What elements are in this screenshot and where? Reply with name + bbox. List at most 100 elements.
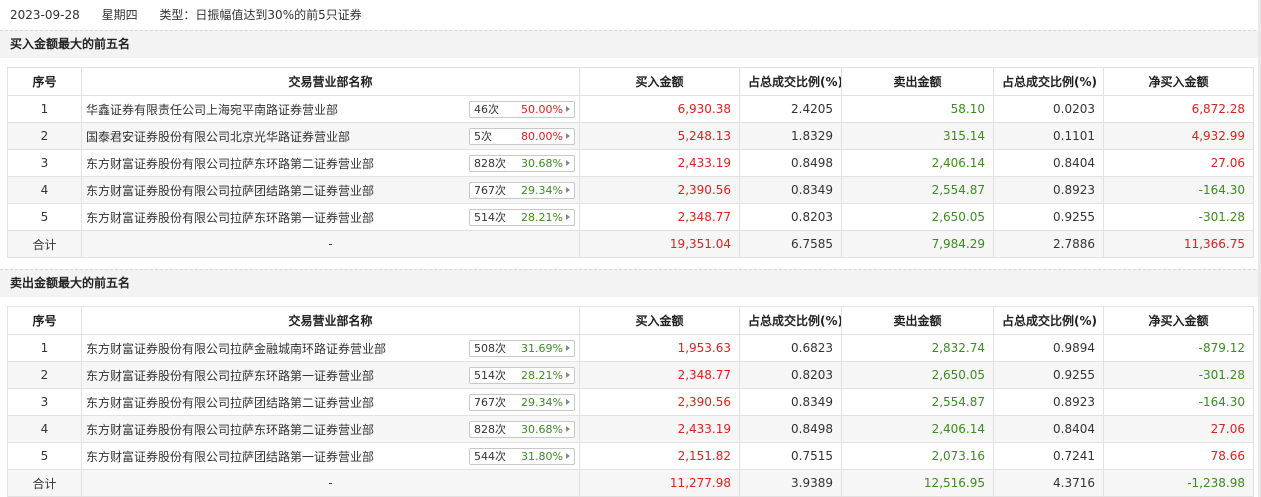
- buy-amount: 2,433.19: [579, 415, 740, 443]
- branch-name-link[interactable]: 东方财富证券股份有限公司拉萨团结路第二证券营业部: [86, 183, 375, 198]
- branch-name-link[interactable]: 东方财富证券股份有限公司拉萨东环路第一证券营业部: [86, 210, 375, 225]
- caret-right-icon: [566, 187, 570, 193]
- col-net-buy: 净买入金额: [1103, 306, 1254, 335]
- net-buy-amount: 27.06: [1103, 415, 1254, 443]
- branch-name-wrap: 东方财富证券股份有限公司拉萨东环路第二证券营业部 828次 30.68%: [86, 420, 577, 438]
- sell-ratio: 0.8923: [993, 176, 1104, 204]
- sell-amount: 2,554.87: [841, 388, 994, 416]
- branch-name-wrap: 国泰君安证券股份有限公司北京光华路证券营业部 5次 80.00%: [86, 127, 577, 145]
- win-rate: 30.68%: [521, 422, 563, 436]
- sell-top5-table: 序号 交易营业部名称 买入金额 占总成交比例(%) 卖出金额 占总成交比例(%)…: [7, 306, 1254, 497]
- col-buy-ratio: 占总成交比例(%): [739, 67, 842, 96]
- table-header-row: 序号 交易营业部名称 买入金额 占总成交比例(%) 卖出金额 占总成交比例(%)…: [7, 306, 1254, 335]
- net-buy-amount: -301.28: [1103, 203, 1254, 231]
- on-list-stats-button[interactable]: 5次 80.00%: [469, 127, 575, 145]
- buy-ratio: 0.8203: [739, 203, 842, 231]
- buy-section-title: 买入金额最大的前五名: [0, 30, 1261, 58]
- sell-ratio: 0.7241: [993, 442, 1104, 470]
- col-net-buy: 净买入金额: [1103, 67, 1254, 96]
- list-type: 类型：日振幅值达到30%的前5只证券: [159, 8, 362, 22]
- net-buy-amount: -164.30: [1103, 388, 1254, 416]
- buy-ratio: 0.8498: [739, 149, 842, 177]
- net-buy-amount: -301.28: [1103, 361, 1254, 389]
- row-index: 4: [7, 415, 82, 443]
- sell-ratio: 0.0203: [993, 95, 1104, 123]
- row-index: 3: [7, 149, 82, 177]
- branch-name-link[interactable]: 国泰君安证券股份有限公司北京光华路证券营业部: [86, 129, 351, 144]
- table-row: 2 国泰君安证券股份有限公司北京光华路证券营业部 5次 80.00% 5,248.13 1…: [7, 122, 1254, 150]
- total-buy-ratio: 6.7585: [739, 230, 842, 258]
- sell-section-title: 卖出金额最大的前五名: [0, 269, 1261, 297]
- branch-name-wrap: 东方财富证券股份有限公司拉萨团结路第二证券营业部 767次 29.34%: [86, 393, 577, 411]
- sell-amount: 2,650.05: [841, 361, 994, 389]
- sell-amount: 2,650.05: [841, 203, 994, 231]
- on-list-stats-button[interactable]: 508次 31.69%: [469, 339, 575, 357]
- row-index: 5: [7, 203, 82, 231]
- net-buy-amount: -879.12: [1103, 334, 1254, 362]
- branch-name-cell: 东方财富证券股份有限公司拉萨金融城南环路证券营业部 508次 31.69%: [81, 334, 580, 362]
- sell-amount: 2,554.87: [841, 176, 994, 204]
- on-list-stats-button[interactable]: 767次 29.34%: [469, 181, 575, 199]
- on-list-count: 5次: [474, 130, 492, 143]
- sell-amount: 315.14: [841, 122, 994, 150]
- on-list-stats-button[interactable]: 514次 28.21%: [469, 208, 575, 226]
- buy-ratio: 0.8349: [739, 388, 842, 416]
- branch-name-link[interactable]: 东方财富证券股份有限公司拉萨东环路第二证券营业部: [86, 156, 375, 171]
- on-list-count: 508次: [474, 342, 506, 355]
- on-list-stats-button[interactable]: 544次 31.80%: [469, 447, 575, 465]
- on-list-stats-button[interactable]: 46次 50.00%: [469, 100, 575, 118]
- sell-ratio: 0.9255: [993, 203, 1104, 231]
- net-buy-amount: 78.66: [1103, 442, 1254, 470]
- sell-amount: 2,406.14: [841, 415, 994, 443]
- branch-name-link[interactable]: 东方财富证券股份有限公司拉萨金融城南环路证券营业部: [86, 341, 387, 356]
- total-buy-ratio: 3.9389: [739, 469, 842, 497]
- win-rate: 31.69%: [521, 341, 563, 355]
- col-branch-name: 交易营业部名称: [81, 67, 580, 96]
- branch-name-link[interactable]: 东方财富证券股份有限公司拉萨东环路第一证券营业部: [86, 368, 375, 383]
- on-list-stats-button[interactable]: 828次 30.68%: [469, 420, 575, 438]
- win-rate: 28.21%: [521, 368, 563, 382]
- col-sell-ratio: 占总成交比例(%): [993, 306, 1104, 335]
- sell-table-body: 1 东方财富证券股份有限公司拉萨金融城南环路证券营业部 508次 31.69% 1,95…: [7, 334, 1254, 497]
- total-branch-placeholder: -: [81, 230, 580, 258]
- buy-amount: 2,348.77: [579, 361, 740, 389]
- branch-name-cell: 东方财富证券股份有限公司拉萨团结路第二证券营业部 767次 29.34%: [81, 388, 580, 416]
- sell-ratio: 0.8404: [993, 149, 1104, 177]
- on-list-stats-button[interactable]: 828次 30.68%: [469, 154, 575, 172]
- total-sell-amount: 7,984.29: [841, 230, 994, 258]
- branch-name-wrap: 东方财富证券股份有限公司拉萨金融城南环路证券营业部 508次 31.69%: [86, 339, 577, 357]
- branch-name-link[interactable]: 东方财富证券股份有限公司拉萨团结路第一证券营业部: [86, 449, 375, 464]
- table-row: 4 东方财富证券股份有限公司拉萨东环路第二证券营业部 828次 30.68% 2,433…: [7, 415, 1254, 443]
- scrollbar[interactable]: [1258, 0, 1261, 497]
- branch-name-cell: 东方财富证券股份有限公司拉萨团结路第二证券营业部 767次 29.34%: [81, 176, 580, 204]
- branch-name-link[interactable]: 东方财富证券股份有限公司拉萨东环路第二证券营业部: [86, 422, 375, 437]
- buy-amount: 6,930.38: [579, 95, 740, 123]
- total-buy-amount: 11,277.98: [579, 469, 740, 497]
- on-list-count: 828次: [474, 157, 506, 170]
- branch-name-link[interactable]: 东方财富证券股份有限公司拉萨团结路第二证券营业部: [86, 395, 375, 410]
- branch-name-link[interactable]: 华鑫证券有限责任公司上海宛平南路证券营业部: [86, 102, 339, 117]
- buy-ratio: 2.4205: [739, 95, 842, 123]
- sell-amount: 58.10: [841, 95, 994, 123]
- caret-right-icon: [566, 372, 570, 378]
- sell-amount: 2,073.16: [841, 442, 994, 470]
- table-row: 1 东方财富证券股份有限公司拉萨金融城南环路证券营业部 508次 31.69% 1,95…: [7, 334, 1254, 362]
- buy-ratio: 0.8498: [739, 415, 842, 443]
- col-sell-amount: 卖出金额: [841, 306, 994, 335]
- on-list-stats-button[interactable]: 514次 28.21%: [469, 366, 575, 384]
- on-list-stats-button[interactable]: 767次 29.34%: [469, 393, 575, 411]
- total-sell-amount: 12,516.95: [841, 469, 994, 497]
- branch-name-wrap: 东方财富证券股份有限公司拉萨团结路第一证券营业部 544次 31.80%: [86, 447, 577, 465]
- win-rate: 50.00%: [521, 102, 563, 116]
- on-list-count: 514次: [474, 211, 506, 224]
- win-rate: 31.80%: [521, 449, 563, 463]
- total-buy-amount: 19,351.04: [579, 230, 740, 258]
- caret-right-icon: [566, 426, 570, 432]
- caret-right-icon: [566, 399, 570, 405]
- win-rate: 29.34%: [521, 183, 563, 197]
- row-index: 1: [7, 334, 82, 362]
- total-label: 合计: [7, 469, 82, 497]
- col-index: 序号: [7, 67, 82, 96]
- col-branch-name: 交易营业部名称: [81, 306, 580, 335]
- buy-amount: 2,433.19: [579, 149, 740, 177]
